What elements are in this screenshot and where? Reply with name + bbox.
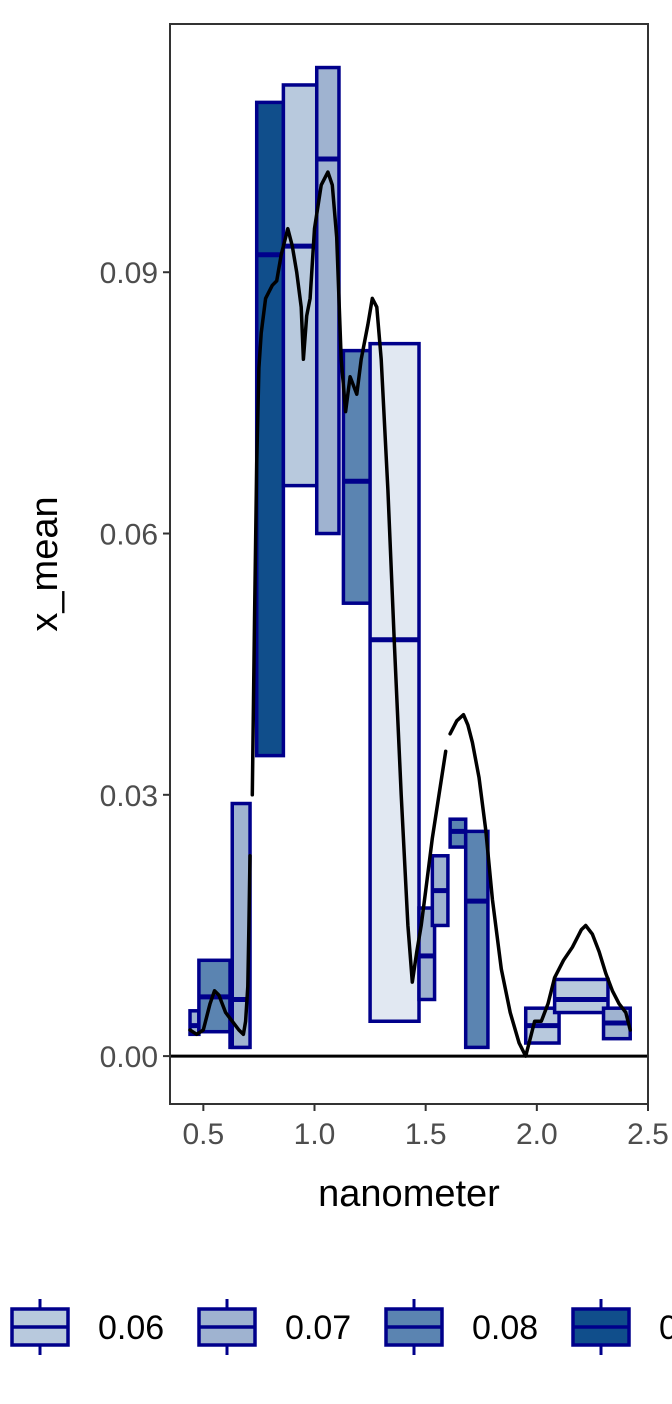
y-tick-label: 0.03 [100, 780, 158, 813]
box [314, 65, 341, 536]
y-tick-label: 0.09 [100, 257, 158, 290]
series-line [448, 712, 632, 1058]
x-tick-label: 1.5 [405, 1118, 447, 1151]
plot-panel-border [169, 23, 649, 1105]
x-axis-title: nanometer [318, 1173, 500, 1215]
boxes-layer [188, 65, 632, 1050]
y-tick-label: 0.00 [100, 1041, 158, 1074]
legend: 0.06 0.07 0.08 0 [10, 1299, 672, 1355]
curve-layer [188, 170, 632, 1058]
box [254, 100, 286, 758]
series-line [188, 854, 252, 1037]
y-axis-title: x_mean [24, 496, 66, 631]
legend-label: 0.07 [285, 1309, 351, 1347]
box [281, 83, 321, 488]
legend-label: 0.08 [472, 1309, 538, 1347]
box [552, 977, 610, 1015]
x-tick-label: 0.5 [182, 1118, 224, 1151]
series-line [250, 170, 448, 984]
x-tick-label: 1.0 [294, 1118, 336, 1151]
y-tick-label: 0.06 [100, 519, 158, 552]
legend-label: 0 [659, 1309, 672, 1347]
legend-label: 0.06 [98, 1309, 164, 1347]
box [463, 829, 490, 1050]
x-tick-label: 2.0 [516, 1118, 558, 1151]
axes-layer: 0.00 0.03 0.06 0.09 0.5 1.0 1.5 2.0 2.5 [100, 257, 669, 1151]
x-tick-label: 2.5 [627, 1118, 669, 1151]
